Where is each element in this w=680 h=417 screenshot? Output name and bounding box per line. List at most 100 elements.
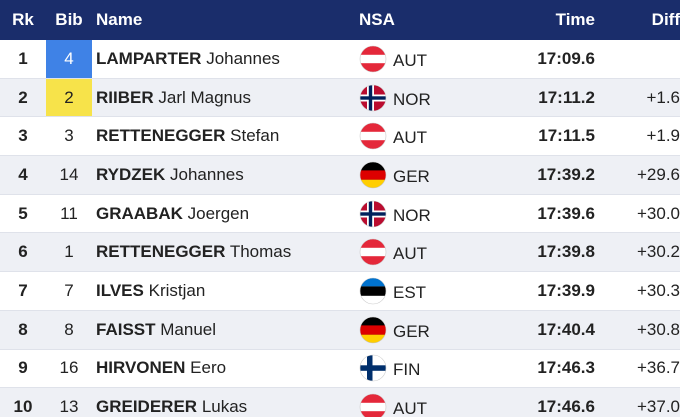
given-name: Lukas bbox=[201, 397, 248, 417]
result-row: 1 4 LAMPARTER Johannes AUT 17:09.6 bbox=[0, 40, 680, 79]
flag bbox=[359, 238, 387, 266]
nsa-code: NOR bbox=[393, 89, 431, 109]
time: 17:09.6 bbox=[499, 40, 595, 79]
result-row: 7 7 ILVES Kristjan EST 17:39.9 +30.3 bbox=[0, 271, 680, 311]
flag bbox=[359, 354, 387, 382]
result-row: 6 1 RETTENEGGER Thomas AUT 17:39.8 +30.2 bbox=[0, 232, 680, 273]
given-name: Johannes bbox=[170, 164, 244, 184]
nsa-cell: AUT bbox=[359, 232, 499, 273]
bib: 7 bbox=[46, 271, 92, 311]
nsa-cell: FIN bbox=[359, 349, 499, 389]
rank: 2 bbox=[0, 78, 46, 118]
header-cell[interactable]: Diff bbox=[595, 0, 680, 40]
surname: FAISST bbox=[96, 319, 156, 339]
bib: 2 bbox=[46, 78, 92, 118]
header-row: Rk Bib Name NSA Time Diff bbox=[0, 0, 680, 40]
nsa-code: AUT bbox=[393, 50, 427, 70]
surname: ILVES bbox=[96, 280, 144, 300]
rank: 10 bbox=[0, 387, 46, 417]
surname: RIIBER bbox=[96, 87, 154, 107]
time: 17:39.9 bbox=[499, 271, 595, 311]
athlete-name: ILVES Kristjan bbox=[92, 271, 359, 311]
given-name: Jarl Magnus bbox=[158, 87, 251, 107]
result-row: 9 16 HIRVONEN Eero FIN 17:46.3 +36.7 bbox=[0, 349, 680, 389]
diff: +29.6 bbox=[595, 155, 680, 195]
time: 17:39.2 bbox=[499, 155, 595, 195]
nsa-cell: GER bbox=[359, 155, 499, 195]
header-cell[interactable]: Rk bbox=[0, 0, 46, 40]
bib: 1 bbox=[46, 232, 92, 273]
nsa-cell: NOR bbox=[359, 78, 499, 118]
surname: RYDZEK bbox=[96, 164, 166, 184]
diff: +37.0 bbox=[595, 387, 680, 417]
flag bbox=[359, 84, 387, 112]
diff: +30.2 bbox=[595, 232, 680, 273]
diff: +1.9 bbox=[595, 116, 680, 157]
rank: 5 bbox=[0, 194, 46, 234]
given-name: Kristjan bbox=[148, 280, 206, 300]
athlete-name: LAMPARTER Johannes bbox=[92, 40, 359, 79]
nsa-cell: EST bbox=[359, 271, 499, 311]
surname: HIRVONEN bbox=[96, 358, 186, 378]
bib: 4 bbox=[46, 40, 92, 79]
rank: 8 bbox=[0, 310, 46, 350]
header-cell[interactable]: Name bbox=[92, 0, 359, 40]
nsa-code: GER bbox=[393, 166, 430, 186]
athlete-name: GREIDERER Lukas bbox=[92, 387, 359, 417]
rank: 3 bbox=[0, 116, 46, 157]
bib: 8 bbox=[46, 310, 92, 350]
header-cell[interactable]: NSA bbox=[359, 0, 499, 40]
rank: 9 bbox=[0, 349, 46, 389]
bib: 13 bbox=[46, 387, 92, 417]
flag bbox=[359, 45, 387, 73]
diff: +30.8 bbox=[595, 310, 680, 350]
surname: RETTENEGGER bbox=[96, 126, 226, 146]
header-cell[interactable]: Time bbox=[499, 0, 595, 40]
given-name: Thomas bbox=[229, 242, 292, 262]
time: 17:11.5 bbox=[499, 116, 595, 157]
given-name: Manuel bbox=[160, 319, 217, 339]
rank: 4 bbox=[0, 155, 46, 195]
athlete-name: GRAABAK Joergen bbox=[92, 194, 359, 234]
given-name: Johannes bbox=[206, 48, 280, 68]
header-cell[interactable]: Bib bbox=[46, 0, 92, 40]
flag bbox=[359, 161, 387, 189]
nsa-code: FIN bbox=[393, 360, 421, 380]
nsa-code: AUT bbox=[393, 244, 427, 264]
surname: RETTENEGGER bbox=[96, 242, 226, 262]
table-header: Rk Bib Name NSA Time Diff bbox=[0, 0, 680, 40]
nsa-code: AUT bbox=[393, 399, 427, 417]
athlete-name: RETTENEGGER Stefan bbox=[92, 116, 359, 157]
time: 17:46.3 bbox=[499, 349, 595, 389]
table-body: 1 4 LAMPARTER Johannes AUT 17:09.6 2 2 RIIBER J… bbox=[0, 40, 680, 417]
nsa-code: EST bbox=[393, 282, 427, 302]
diff: +36.7 bbox=[595, 349, 680, 389]
diff bbox=[595, 40, 680, 79]
result-row: 4 14 RYDZEK Johannes GER 17:39.2 +29.6 bbox=[0, 155, 680, 195]
nsa-cell: AUT bbox=[359, 116, 499, 157]
diff: +30.0 bbox=[595, 194, 680, 234]
nsa-cell: NOR bbox=[359, 194, 499, 234]
nsa-code: NOR bbox=[393, 205, 431, 225]
surname: GREIDERER bbox=[96, 397, 198, 417]
given-name: Stefan bbox=[230, 126, 280, 146]
result-row: 3 3 RETTENEGGER Stefan AUT 17:11.5 +1.9 bbox=[0, 116, 680, 157]
flag bbox=[359, 316, 387, 344]
time: 17:40.4 bbox=[499, 310, 595, 350]
rank: 6 bbox=[0, 232, 46, 273]
surname: GRAABAK bbox=[96, 203, 183, 223]
diff: +30.3 bbox=[595, 271, 680, 311]
time: 17:11.2 bbox=[499, 78, 595, 118]
diff: +1.6 bbox=[595, 78, 680, 118]
surname: LAMPARTER bbox=[96, 48, 202, 68]
nsa-code: GER bbox=[393, 321, 430, 341]
time: 17:39.6 bbox=[499, 194, 595, 234]
athlete-name: HIRVONEN Eero bbox=[92, 349, 359, 389]
flag bbox=[359, 200, 387, 228]
bib: 3 bbox=[46, 116, 92, 157]
athlete-name: RETTENEGGER Thomas bbox=[92, 232, 359, 273]
bib: 14 bbox=[46, 155, 92, 195]
